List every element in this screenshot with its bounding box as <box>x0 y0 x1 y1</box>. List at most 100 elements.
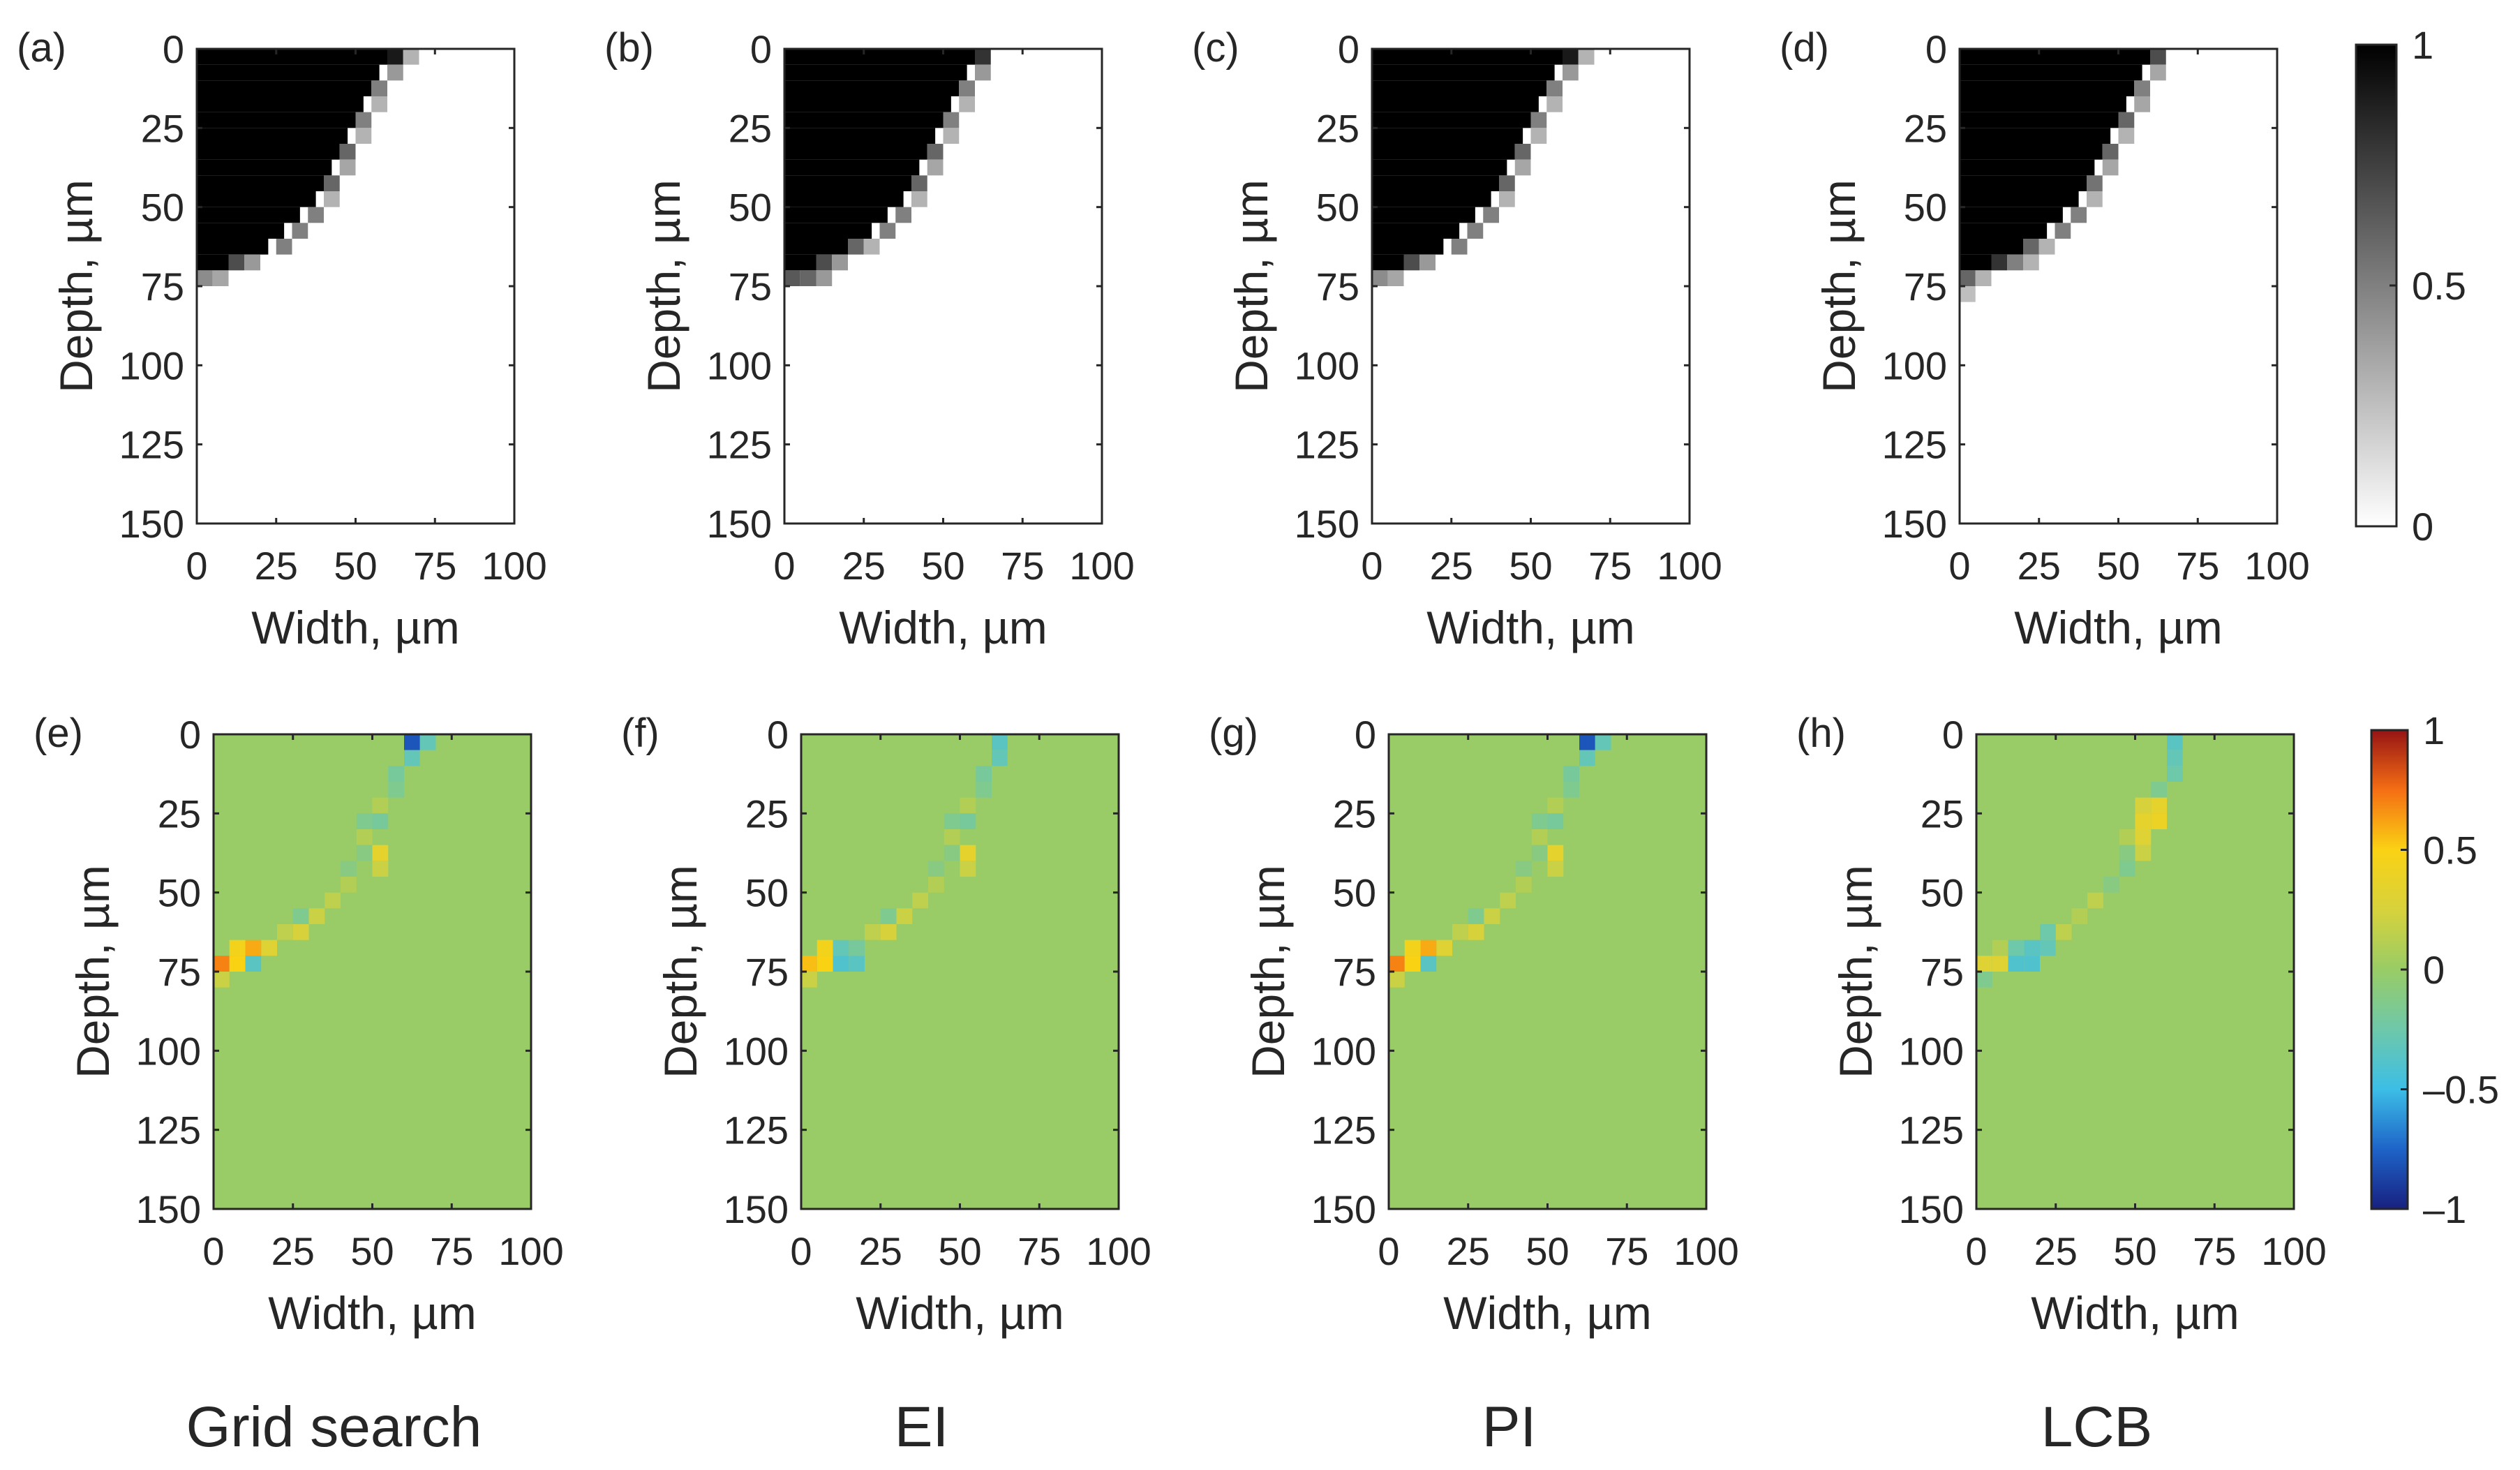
edge-cell <box>1451 239 1468 255</box>
edge-cell <box>2087 175 2103 191</box>
edge-cell <box>1563 64 1579 81</box>
diff-cell <box>912 892 928 909</box>
edge-cell <box>355 128 372 144</box>
edge-cell <box>387 64 403 81</box>
diff-cell <box>960 861 976 877</box>
filled-row <box>1372 223 1460 239</box>
diff-cell <box>1547 861 1564 877</box>
x-tick-label: 0 <box>790 1229 812 1273</box>
filled-row <box>784 191 904 207</box>
edge-cell <box>863 239 880 255</box>
filled-row <box>1372 128 1523 144</box>
x-tick-label: 50 <box>1526 1229 1569 1273</box>
y-tick-label: 100 <box>1899 1029 1964 1073</box>
diff-cell <box>2071 908 2088 924</box>
method-label: EI <box>895 1395 948 1459</box>
y-tick-label: 75 <box>729 265 772 309</box>
y-axis-label: Depth, µm <box>50 179 102 393</box>
x-tick-label: 50 <box>938 1229 981 1273</box>
edge-cell <box>387 49 403 65</box>
diff-cell <box>1531 813 1548 829</box>
diff-cell <box>372 861 389 877</box>
diff-cell <box>214 972 230 988</box>
y-tick-label: 50 <box>1904 186 1947 230</box>
y-tick-label: 25 <box>1333 792 1376 836</box>
edge-cell <box>959 80 975 96</box>
y-tick-label: 100 <box>1311 1029 1376 1073</box>
filled-row <box>1960 128 2111 144</box>
edge-cell <box>943 112 960 128</box>
y-tick-label: 25 <box>1904 106 1947 150</box>
filled-row <box>197 207 300 223</box>
filled-row <box>1960 144 2103 160</box>
y-tick-label: 125 <box>724 1108 789 1152</box>
edge-cell <box>2118 112 2135 128</box>
diff-cell <box>801 972 817 988</box>
x-tick-label: 100 <box>1069 544 1134 588</box>
x-tick-label: 100 <box>498 1229 563 1273</box>
edge-cell <box>832 254 848 271</box>
diff-cell <box>308 908 325 924</box>
diff-cell <box>292 924 309 940</box>
diff-cell <box>1563 766 1579 782</box>
x-tick-label: 75 <box>1001 544 1044 588</box>
edge-cell <box>975 64 991 81</box>
y-tick-label: 125 <box>1899 1108 1964 1152</box>
diff-cell <box>1389 956 1405 972</box>
y-tick-label: 50 <box>729 186 772 230</box>
filled-row <box>1372 112 1531 128</box>
diff-cell <box>880 924 897 940</box>
diff-cell <box>1992 940 2008 956</box>
edge-cell <box>816 254 833 271</box>
diff-cell <box>2024 940 2040 956</box>
filled-row <box>1372 80 1547 96</box>
edge-cell <box>1563 49 1579 65</box>
x-tick-label: 75 <box>1017 1229 1061 1273</box>
y-axis-label: Depth, µm <box>1225 179 1277 393</box>
x-tick-label: 25 <box>1430 544 1473 588</box>
y-tick-label: 25 <box>1316 106 1359 150</box>
x-tick-label: 25 <box>2018 544 2061 588</box>
diff-cell <box>2135 829 2152 845</box>
filled-row <box>1372 159 1507 176</box>
edge-cell <box>1514 144 1531 160</box>
x-tick-label: 25 <box>2034 1229 2078 1273</box>
diff-cell <box>277 924 293 940</box>
diff-cell <box>1595 734 1611 750</box>
y-tick-label: 25 <box>745 792 789 836</box>
filled-row <box>197 175 324 191</box>
diff-cell <box>1579 734 1595 750</box>
diff-cell <box>2119 829 2135 845</box>
diff-cell <box>1484 908 1500 924</box>
colorbar-tick-label: 0.5 <box>2412 264 2466 308</box>
y-tick-label: 100 <box>119 343 184 387</box>
diff-cell <box>1531 829 1548 845</box>
diff-cell <box>1531 845 1548 861</box>
filled-row <box>784 223 872 239</box>
diff-cell <box>214 956 230 972</box>
colorbar-tick-label: 1 <box>2412 23 2433 67</box>
y-tick-label: 125 <box>1311 1108 1376 1152</box>
edge-cell <box>2150 64 2166 81</box>
x-tick-label: 0 <box>1361 544 1382 588</box>
filled-row <box>1960 175 2087 191</box>
diff-cell <box>2151 813 2167 829</box>
diff-cell <box>2135 845 2152 861</box>
y-tick-label: 50 <box>1316 186 1359 230</box>
panel-label: (d) <box>1780 25 1829 70</box>
method-label: PI <box>1482 1395 1536 1459</box>
diff-cell <box>849 956 865 972</box>
filled-row <box>197 64 380 81</box>
x-tick-label: 25 <box>1447 1229 1490 1273</box>
edge-cell <box>927 159 944 176</box>
edge-cell <box>276 239 292 255</box>
edge-cell <box>959 96 975 112</box>
edge-cell <box>911 191 927 207</box>
y-tick-label: 0 <box>750 27 772 71</box>
y-tick-label: 50 <box>141 186 184 230</box>
